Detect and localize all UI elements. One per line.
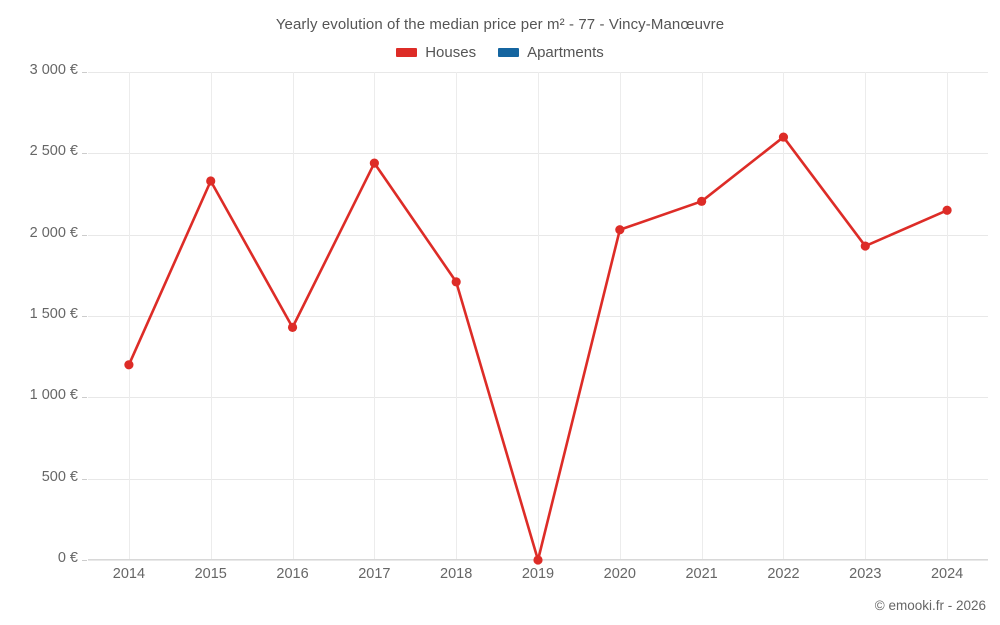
y-tick-label: 2 500 € [29, 143, 78, 160]
y-tick-label: 3 000 € [29, 62, 78, 78]
gridline-2019 [538, 72, 539, 560]
gridline-2017 [374, 72, 376, 560]
data-point[interactable] [451, 277, 461, 287]
x-tick-label: 2014 [112, 566, 146, 582]
x-tick-label: 2024 [930, 566, 964, 582]
x-tick-label: 2018 [440, 566, 473, 582]
y-axis: 0 € 500 € 1 000 € 1 500 € 2 000 € 2 500 € 3 00… [0, 62, 78, 566]
data-point[interactable] [287, 322, 298, 332]
legend-item-apartments[interactable]: Apartments [498, 44, 604, 61]
data-point[interactable] [697, 196, 707, 206]
y-tick-mark [82, 316, 87, 317]
footer-credit: © emooki.fr - 2026 [874, 598, 986, 613]
x-tick-label: 2015 [194, 566, 227, 582]
x-tick-label: 2017 [358, 566, 391, 582]
legend-label-apartments: Apartments [527, 44, 604, 61]
legend-label-houses: Houses [425, 44, 477, 61]
data-point[interactable] [124, 360, 134, 370]
gridline-2014 [128, 72, 130, 560]
gridline-2016 [292, 72, 294, 560]
legend-swatch-apartments [498, 48, 520, 57]
data-point[interactable] [533, 555, 543, 565]
y-tick-mark [82, 478, 87, 480]
x-tick-label: 2019 [521, 566, 555, 582]
gridline-2023 [865, 72, 867, 560]
legend-item-houses[interactable]: Houses [396, 44, 476, 61]
data-point[interactable] [942, 205, 952, 215]
gridline-2024 [947, 72, 949, 560]
data-point[interactable] [369, 158, 379, 168]
y-tick-mark [82, 234, 87, 236]
y-tick-label: 500 € [41, 468, 78, 485]
y-tick-mark [82, 560, 87, 561]
data-point[interactable] [860, 241, 870, 251]
y-tick-mark [82, 397, 87, 399]
data-point[interactable] [615, 225, 625, 235]
chart-legend: Houses Apartments [0, 44, 1000, 61]
legend-swatch-houses [396, 48, 418, 57]
plot-area [88, 72, 988, 565]
x-tick-label: 2022 [767, 566, 800, 582]
series-line-houses [127, 135, 949, 562]
data-point[interactable] [778, 132, 789, 142]
data-point[interactable] [206, 176, 216, 186]
x-tick-label: 2016 [276, 566, 309, 582]
x-axis: 2014 2015 2016 2017 2018 2019 2020 2021 2022 2023… [88, 566, 988, 590]
gridline-2020 [619, 72, 621, 560]
y-tick-label: 1 000 € [29, 387, 78, 404]
y-tick-label: 1 500 € [29, 306, 78, 322]
series-layer [124, 132, 952, 565]
gridline-2022 [783, 72, 785, 560]
x-tick-label: 2023 [849, 566, 882, 582]
y-tick-label: 2 000 € [29, 224, 78, 241]
gridline-2015 [210, 72, 212, 560]
x-tick-label: 2020 [603, 566, 636, 582]
gridline-2021 [701, 72, 703, 560]
gridline-2018 [456, 72, 458, 560]
y-tick-mark [82, 72, 87, 73]
chart-title: Yearly evolution of the median price per… [275, 16, 725, 33]
x-tick-label: 2021 [685, 566, 718, 582]
y-tick-mark [82, 153, 87, 155]
y-tick-label: 0 € [57, 550, 78, 566]
